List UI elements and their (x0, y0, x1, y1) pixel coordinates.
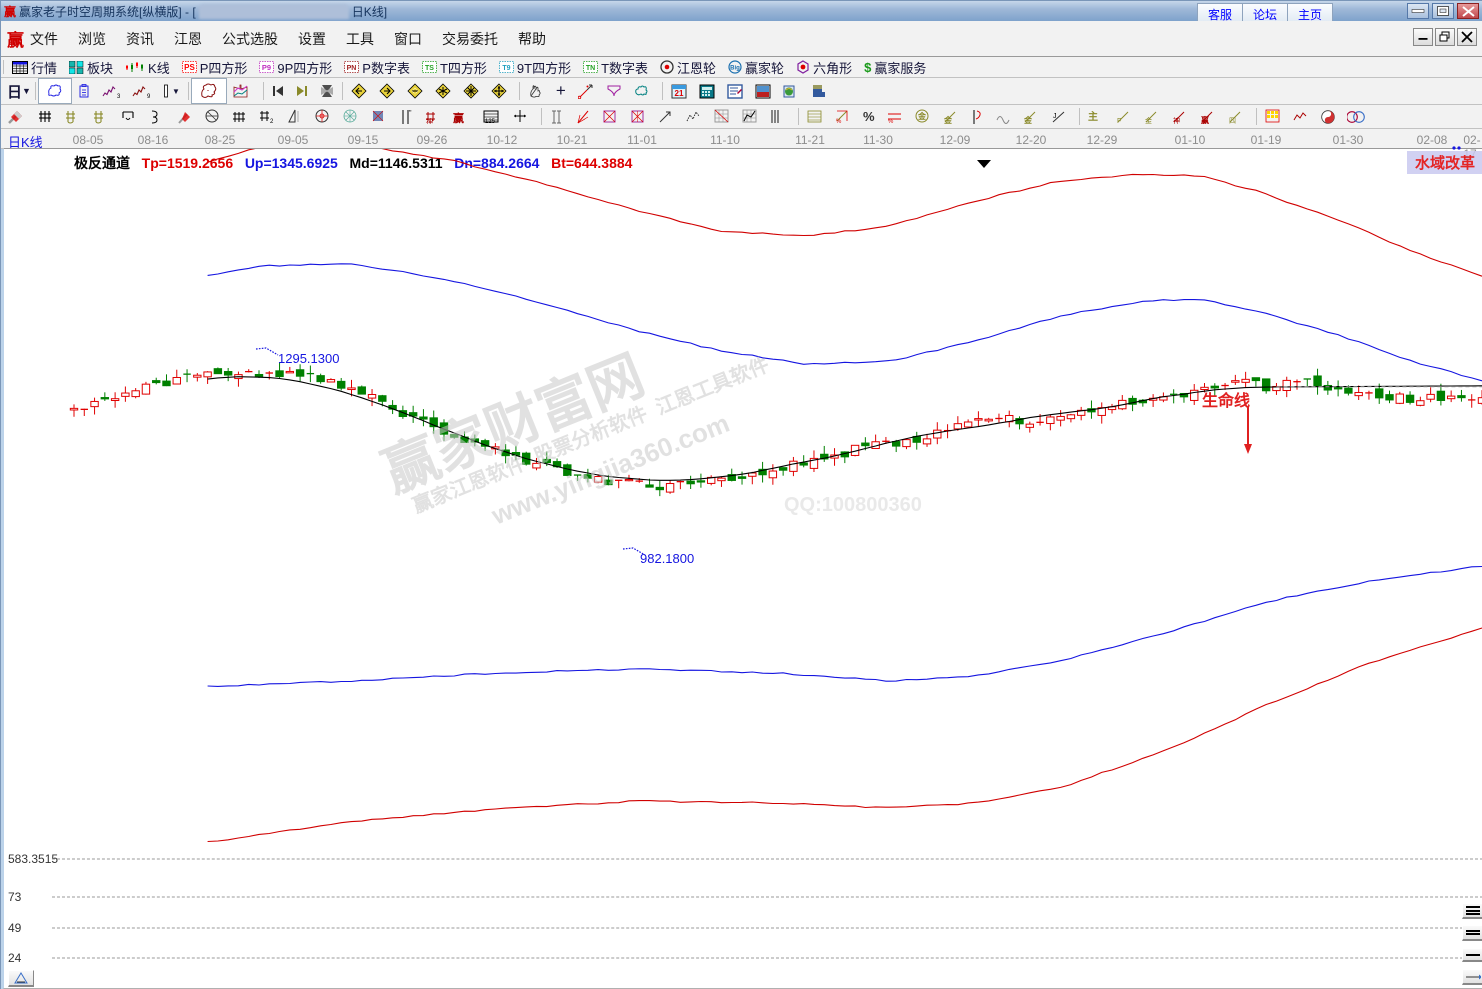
svg-text:赢: 赢 (453, 111, 464, 124)
svg-text:%: % (888, 119, 894, 124)
svg-text:21: 21 (674, 89, 683, 98)
svg-text:神: 神 (1173, 116, 1180, 124)
svg-text:金: 金 (1023, 115, 1033, 124)
svg-text:9: 9 (147, 94, 150, 98)
svg-text:PN: PN (347, 65, 357, 72)
svg-text:Big: Big (730, 66, 740, 72)
svg-text:%: % (836, 119, 842, 124)
svg-text:TS: TS (425, 65, 434, 72)
svg-text:金: 金 (1145, 116, 1152, 124)
svg-text:3: 3 (117, 94, 120, 98)
svg-text:J: J (1053, 113, 1057, 120)
svg-text:神: 神 (426, 117, 433, 124)
svg-text:F: F (1117, 118, 1121, 124)
svg-text:赢: 赢 (1201, 115, 1209, 124)
svg-text:2: 2 (270, 119, 274, 124)
svg-text:金: 金 (917, 111, 927, 121)
svg-text:PS: PS (184, 63, 195, 72)
svg-text:125: 125 (485, 119, 496, 124)
svg-text:主: 主 (1088, 110, 1098, 123)
svg-text:四: 四 (1229, 117, 1236, 124)
svg-text:": " (409, 110, 412, 117)
svg-text:P9: P9 (262, 63, 271, 72)
svg-text:T9: T9 (502, 65, 510, 72)
svg-text:TN: TN (586, 65, 595, 72)
svg-text:金: 金 (943, 115, 953, 124)
